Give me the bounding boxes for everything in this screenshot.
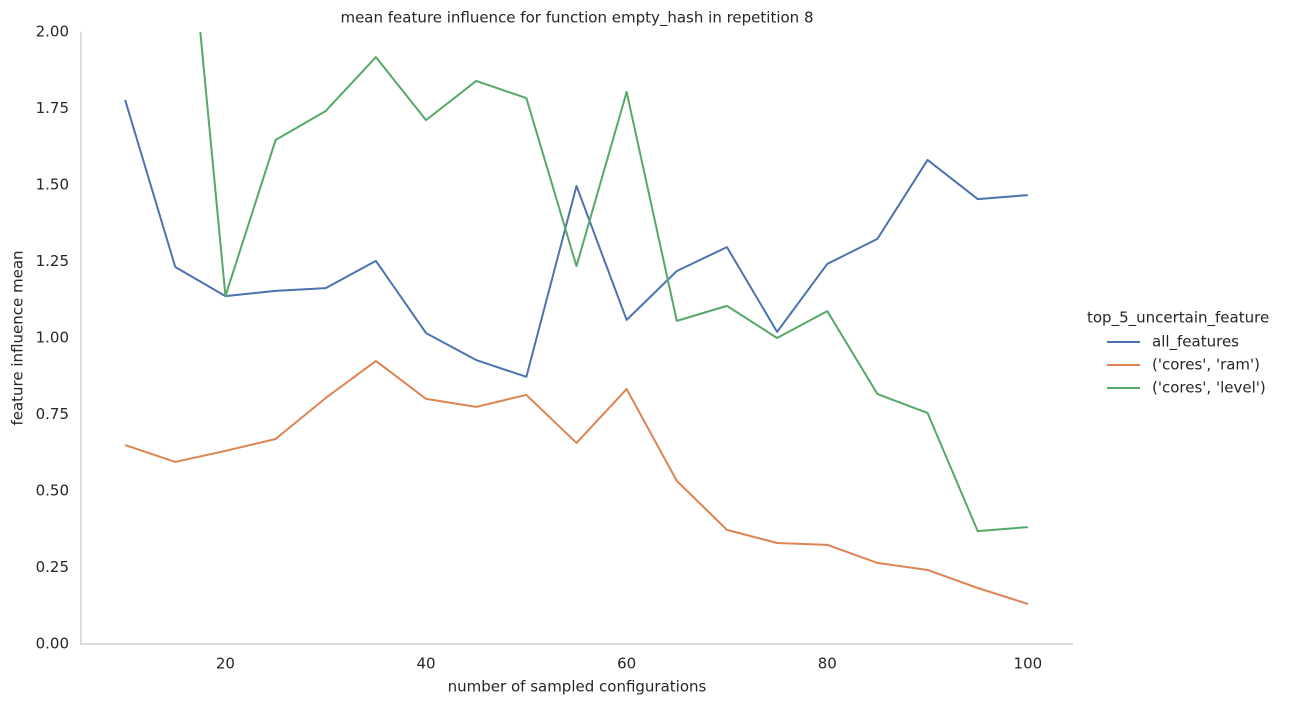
y-tick-label: 0.00 [36,635,69,653]
chart-title: mean feature influence for function empt… [340,9,813,28]
y-tick-label: 0.75 [36,405,69,423]
series-line [124,99,1028,378]
y-tick-label: 1.75 [36,99,69,117]
series-line [124,359,1029,605]
plot-area [124,32,1029,605]
y-tick-label: 1.25 [36,252,69,270]
legend-label: ('cores', 'ram') [1152,356,1260,374]
x-tick-label: 40 [416,655,435,673]
x-tick-label: 80 [818,655,837,673]
series-line [199,32,1028,533]
x-axis-label: number of sampled configurations [448,678,707,696]
y-tick-label: 0.50 [36,482,69,500]
legend-label: ('cores', 'level') [1152,379,1266,397]
y-axis-label: feature influence mean [9,250,27,425]
y-tick-label: 0.25 [36,558,69,576]
y-tick-label: 2.00 [36,23,69,41]
legend-title: top_5_uncertain_feature [1087,309,1269,328]
y-tick-label: 1.00 [36,329,69,347]
y-tick-label: 1.50 [36,176,69,194]
legend-label: all_features [1152,333,1239,352]
x-tick-label: 60 [617,655,636,673]
x-tick-label: 100 [1014,655,1043,673]
x-tick-label: 20 [216,655,235,673]
